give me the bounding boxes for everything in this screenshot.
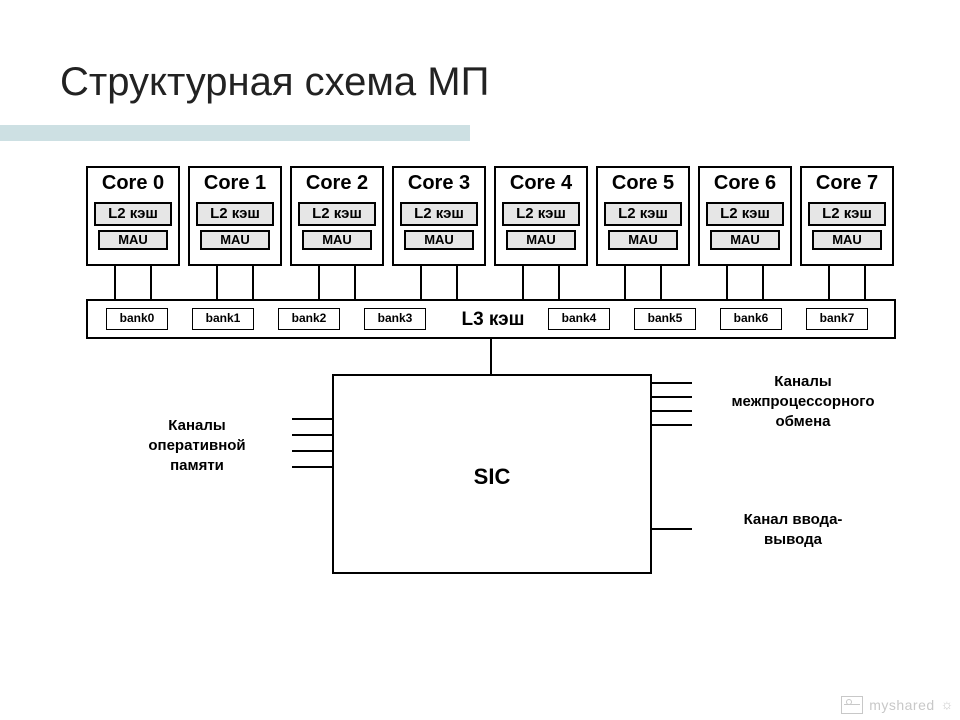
watermark-icon <box>841 696 863 714</box>
core-l3-connector <box>252 266 254 299</box>
core-box-1: Core 1 L2 кэш MAU <box>188 166 282 266</box>
mem-channel-line <box>292 418 332 420</box>
l2-cache-box: L2 кэш <box>808 202 886 226</box>
core-label: Core 2 <box>292 172 382 195</box>
ipc-channel-line <box>652 410 692 412</box>
l3-cache-box: L3 кэш bank0 bank1 bank2 bank3 bank4 bank5 bank… <box>86 299 896 339</box>
watermark-text: myshared <box>869 697 934 713</box>
core-label: Core 3 <box>394 172 484 195</box>
core-box-0: Core 0 L2 кэш MAU <box>86 166 180 266</box>
core-label: Core 4 <box>496 172 586 195</box>
core-box-2: Core 2 L2 кэш MAU <box>290 166 384 266</box>
l3-label: L3 кэш <box>448 309 538 331</box>
ipc-channel-line <box>652 396 692 398</box>
l3-bank: bank7 <box>806 308 868 330</box>
watermark: myshared ☼ <box>841 696 954 714</box>
mau-box: MAU <box>608 230 678 250</box>
mau-box: MAU <box>98 230 168 250</box>
core-l3-connector <box>216 266 218 299</box>
sun-icon: ☼ <box>941 696 954 712</box>
l2-cache-box: L2 кэш <box>502 202 580 226</box>
sic-label: SIC <box>334 464 650 490</box>
mau-box: MAU <box>710 230 780 250</box>
core-box-7: Core 7 L2 кэш MAU <box>800 166 894 266</box>
core-l3-connector <box>456 266 458 299</box>
core-l3-connector <box>522 266 524 299</box>
label-io-channel: Канал ввода- вывода <box>708 510 878 550</box>
core-l3-connector <box>660 266 662 299</box>
core-box-6: Core 6 L2 кэш MAU <box>698 166 792 266</box>
mem-channel-line <box>292 434 332 436</box>
mau-box: MAU <box>200 230 270 250</box>
l2-cache-box: L2 кэш <box>400 202 478 226</box>
l3-bank: bank5 <box>634 308 696 330</box>
core-l3-connector <box>150 266 152 299</box>
label-memory-channels: Каналы оперативной памяти <box>122 416 272 476</box>
l2-cache-box: L2 кэш <box>706 202 784 226</box>
core-l3-connector <box>726 266 728 299</box>
core-l3-connector <box>864 266 866 299</box>
core-box-5: Core 5 L2 кэш MAU <box>596 166 690 266</box>
l2-cache-box: L2 кэш <box>298 202 376 226</box>
l3-sic-connector <box>490 339 492 374</box>
mau-box: MAU <box>812 230 882 250</box>
mau-box: MAU <box>302 230 372 250</box>
core-l3-connector <box>762 266 764 299</box>
title-underline <box>0 125 470 141</box>
core-l3-connector <box>318 266 320 299</box>
ipc-channel-line <box>652 382 692 384</box>
sic-box: SIC <box>332 374 652 574</box>
core-label: Core 1 <box>190 172 280 195</box>
core-box-3: Core 3 L2 кэш MAU <box>392 166 486 266</box>
l3-bank: bank6 <box>720 308 782 330</box>
label-ipc-channels: Каналы межпроцессорного обмена <box>708 372 898 432</box>
io-channel-line <box>652 528 692 530</box>
mau-box: MAU <box>404 230 474 250</box>
l2-cache-box: L2 кэш <box>604 202 682 226</box>
core-label: Core 5 <box>598 172 688 195</box>
core-l3-connector <box>624 266 626 299</box>
core-label: Core 7 <box>802 172 892 195</box>
block-diagram: Core 0 L2 кэш MAU Core 1 L2 кэш MAU Core 2 L2 к… <box>86 166 896 626</box>
l3-bank: bank4 <box>548 308 610 330</box>
l3-bank: bank3 <box>364 308 426 330</box>
ipc-channel-line <box>652 424 692 426</box>
core-l3-connector <box>420 266 422 299</box>
core-l3-connector <box>114 266 116 299</box>
core-box-4: Core 4 L2 кэш MAU <box>494 166 588 266</box>
core-l3-connector <box>558 266 560 299</box>
core-l3-connector <box>828 266 830 299</box>
core-l3-connector <box>354 266 356 299</box>
mem-channel-line <box>292 450 332 452</box>
core-label: Core 0 <box>88 172 178 195</box>
l3-bank: bank2 <box>278 308 340 330</box>
l3-bank: bank0 <box>106 308 168 330</box>
l2-cache-box: L2 кэш <box>94 202 172 226</box>
l2-cache-box: L2 кэш <box>196 202 274 226</box>
mem-channel-line <box>292 466 332 468</box>
mau-box: MAU <box>506 230 576 250</box>
page-title: Структурная схема МП <box>60 60 489 105</box>
l3-bank: bank1 <box>192 308 254 330</box>
core-label: Core 6 <box>700 172 790 195</box>
